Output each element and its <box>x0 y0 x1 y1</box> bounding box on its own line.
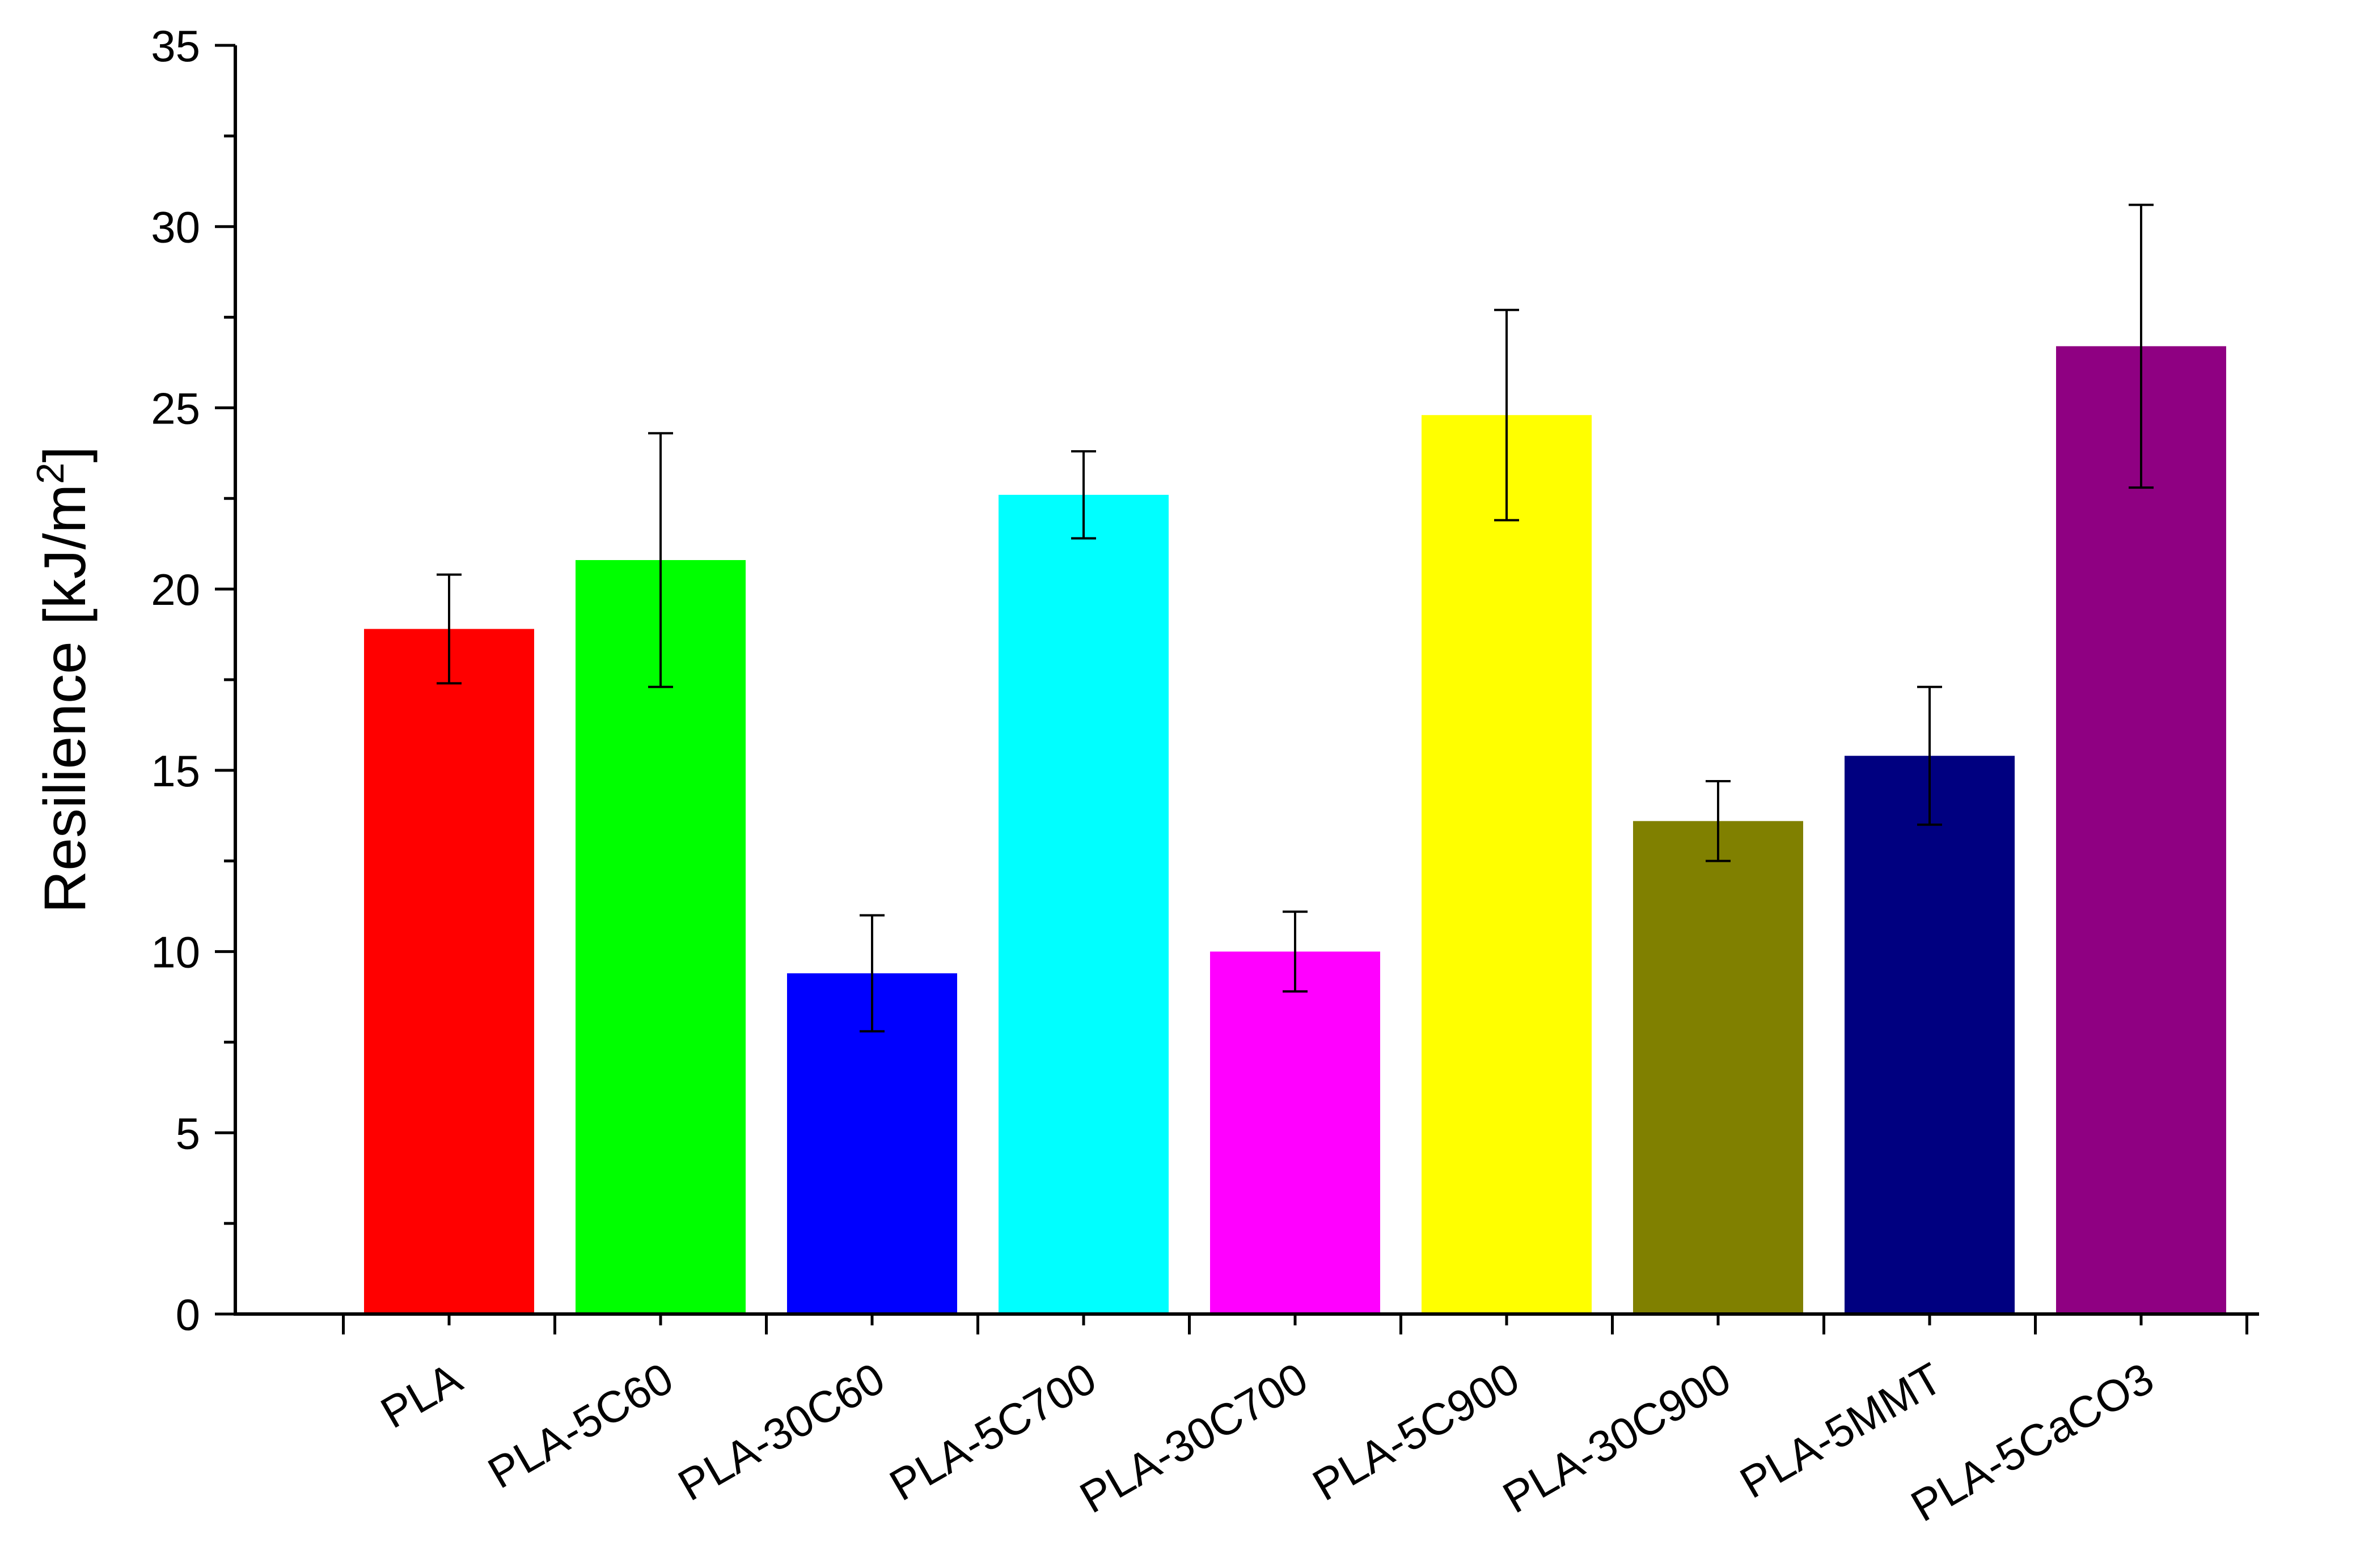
bar-pla <box>364 629 534 1314</box>
y-tick-label: 15 <box>151 746 200 796</box>
error-bars-group <box>437 204 2154 1033</box>
y-axis-title-superscript: 2 <box>29 463 72 484</box>
y-tick-label: 25 <box>151 383 200 433</box>
x-tick-label: PLA-30C700 <box>1072 1353 1316 1523</box>
y-axis-title-main: Resilience [kJ/m <box>32 484 98 913</box>
x-tick-label: PLA-5CaCO3 <box>1903 1353 2162 1532</box>
x-tick-label: PLA-5C700 <box>881 1353 1104 1511</box>
bar-pla-30c700 <box>1210 951 1380 1314</box>
bar-pla-5c700 <box>999 494 1169 1315</box>
bar-pla-5mmt <box>1845 756 2015 1314</box>
y-tick-label: 10 <box>151 927 200 977</box>
x-tick-label: PLA-30C900 <box>1495 1353 1739 1523</box>
bar-pla-30c900 <box>1633 821 1803 1314</box>
x-tick-label: PLA <box>373 1353 470 1438</box>
x-tick-label: PLA-5C900 <box>1304 1353 1527 1511</box>
x-tick-label: PLA-30C60 <box>670 1353 893 1511</box>
y-tick-label: 5 <box>176 1108 200 1158</box>
x-tick-label: PLA-5C60 <box>480 1353 682 1498</box>
y-ticks-group: 0 5 10 15 20 25 30 35 <box>151 21 235 1340</box>
y-tick-label: 0 <box>176 1290 200 1340</box>
y-axis-title: Resilience [kJ/m2] <box>29 446 98 913</box>
bar-pla-5caco3 <box>2056 346 2226 1314</box>
y-axis-title-close: ] <box>32 446 98 463</box>
bars-group <box>364 346 2226 1315</box>
bar-pla-5c900 <box>1422 415 1592 1314</box>
x-ticks-group: PLA PLA-5C60PLA-30C60PLA-5C700PLA-30C700P… <box>342 1314 2248 1532</box>
y-tick-label: 35 <box>151 21 200 71</box>
y-tick-label: 30 <box>151 202 200 252</box>
y-tick-label: 20 <box>151 565 200 615</box>
